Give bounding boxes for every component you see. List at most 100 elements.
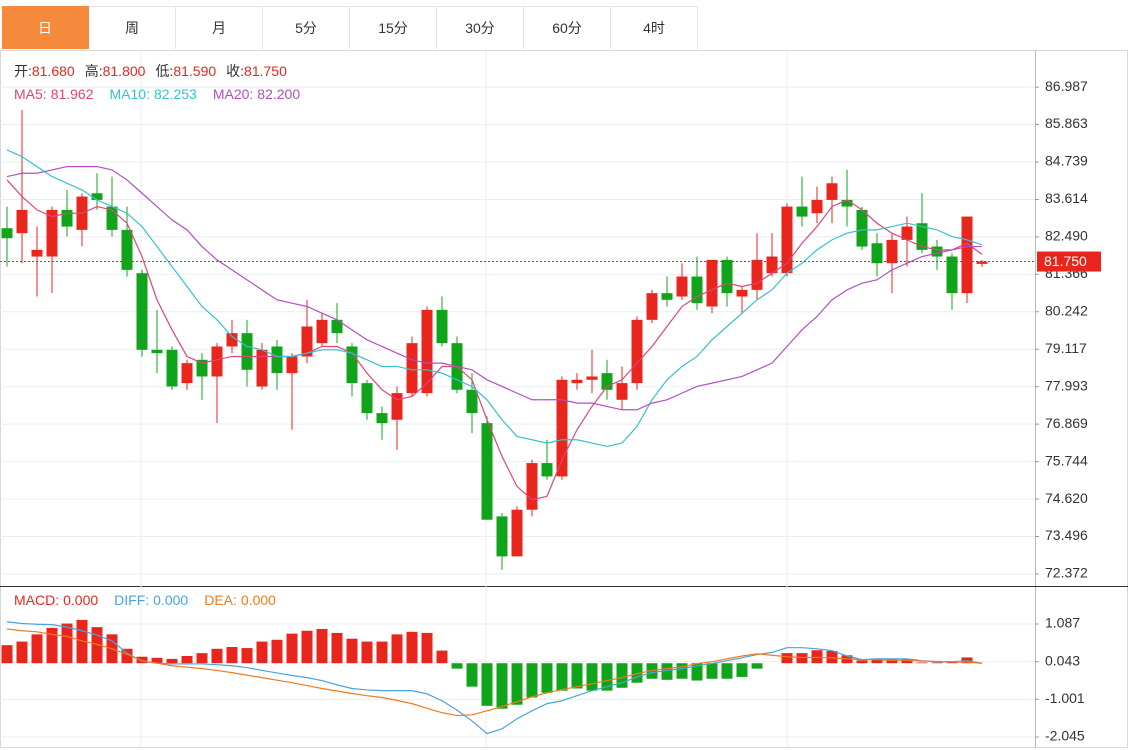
- legend-value: 82.200: [257, 86, 300, 102]
- candle-body: [391, 393, 403, 420]
- macd-bar: [571, 663, 583, 689]
- candle-body: [781, 206, 793, 274]
- macd-bar: [376, 641, 388, 664]
- macd-bar: [166, 658, 178, 664]
- candle-body: [721, 259, 733, 294]
- y-tick-label: 76.869: [1045, 415, 1088, 431]
- quote-label: 高:: [85, 63, 103, 79]
- macd-bar: [1, 645, 13, 664]
- macd-bar: [421, 632, 433, 664]
- candle-body: [151, 349, 163, 354]
- candle-body: [901, 226, 913, 240]
- candle-body: [226, 333, 238, 347]
- candle-body: [751, 259, 763, 290]
- legend-name: MA20:: [213, 86, 253, 102]
- macd-bar: [46, 627, 58, 664]
- candle-body: [736, 289, 748, 297]
- macd-bar: [271, 639, 283, 664]
- candle-body: [841, 199, 853, 207]
- macd-bar: [691, 663, 703, 681]
- tab[interactable]: 4时: [611, 6, 698, 49]
- tab[interactable]: 60分: [524, 6, 611, 49]
- candle-body: [526, 463, 538, 510]
- macd-bar: [391, 634, 403, 664]
- legend-name: DIFF:: [114, 592, 149, 608]
- candle-body: [331, 319, 343, 334]
- candle-body: [91, 193, 103, 200]
- macd-bar: [91, 627, 103, 664]
- candle-body: [1, 228, 13, 239]
- candle-body: [136, 273, 148, 350]
- macd-bar: [136, 656, 148, 664]
- macd-bar: [811, 650, 823, 664]
- macd-bar: [361, 641, 373, 664]
- y-tick-label: 72.372: [1045, 565, 1088, 581]
- candle-body: [481, 423, 493, 520]
- candle-body: [121, 229, 133, 270]
- tab[interactable]: 5分: [263, 6, 350, 49]
- macd-bar: [121, 648, 133, 664]
- candle-body: [796, 206, 808, 217]
- candle-body: [601, 373, 613, 390]
- macd-bar: [826, 650, 838, 664]
- quote-label: 开:: [14, 63, 32, 79]
- tab[interactable]: 30分: [437, 6, 524, 49]
- candle-body: [631, 319, 643, 384]
- macd-bar: [196, 653, 208, 664]
- macd-bar: [871, 659, 883, 664]
- legend-value: 0.000: [153, 592, 188, 608]
- macd-bar: [301, 630, 313, 664]
- macd-bar: [331, 632, 343, 664]
- candle-body: [541, 463, 553, 477]
- candle-body: [976, 261, 988, 264]
- legend: MACD: 0.000 DIFF: 0.000 DEA: 0.000: [14, 592, 276, 608]
- candle-body: [676, 276, 688, 297]
- candle-body: [406, 343, 418, 394]
- macd-bar: [796, 653, 808, 664]
- y-tick-label: 86.987: [1045, 78, 1088, 94]
- y-tick-label: 79.117: [1045, 340, 1087, 356]
- candle-body: [376, 413, 388, 424]
- y-tick-label: 1.087: [1045, 615, 1080, 631]
- macd-bar: [241, 648, 253, 664]
- y-tick-label: 84.739: [1045, 153, 1088, 169]
- quote: 开:81.680 高:81.800 低:81.590 收:81.750: [14, 63, 287, 79]
- candle-body: [766, 256, 778, 274]
- macd-bar: [556, 663, 568, 691]
- legend-name: DEA:: [204, 592, 237, 608]
- y-tick-label: 75.744: [1045, 452, 1088, 468]
- candle-body: [931, 246, 943, 257]
- candle-body: [436, 309, 448, 344]
- y-tick-label: -2.045: [1045, 728, 1085, 744]
- macd-bar: [346, 638, 358, 664]
- legend-value: 81.962: [51, 86, 94, 102]
- macd-bar: [256, 641, 268, 664]
- ma-line: [6, 179, 983, 501]
- macd-bar: [181, 656, 193, 664]
- macd-bar: [31, 634, 43, 664]
- legend-value: 0.000: [63, 592, 98, 608]
- macd-bar: [76, 619, 88, 664]
- macd-bar: [481, 663, 493, 706]
- tab[interactable]: 周: [89, 6, 176, 49]
- legend-name: MACD:: [14, 592, 59, 608]
- legend: MA5: 81.962 MA10: 82.253 MA20: 82.200: [14, 86, 300, 102]
- macd-line: [6, 621, 983, 735]
- y-tick-label: 0.043: [1045, 652, 1080, 668]
- candle-body: [661, 293, 673, 300]
- macd-bar: [661, 663, 673, 680]
- macd-bar: [286, 633, 298, 664]
- tab[interactable]: 日: [2, 6, 89, 49]
- legend-name: MA5:: [14, 86, 47, 102]
- candle-body: [496, 516, 508, 557]
- tab[interactable]: 月: [176, 6, 263, 49]
- last-price-tag: [1037, 251, 1101, 272]
- candle-body: [916, 223, 928, 250]
- tab[interactable]: 15分: [350, 6, 437, 49]
- macd-bar: [511, 663, 523, 705]
- candle-body: [616, 383, 628, 400]
- macd-bar: [586, 663, 598, 691]
- y-tick-label: 73.496: [1045, 527, 1088, 543]
- ma-line: [6, 165, 982, 411]
- macd-bar: [721, 663, 733, 679]
